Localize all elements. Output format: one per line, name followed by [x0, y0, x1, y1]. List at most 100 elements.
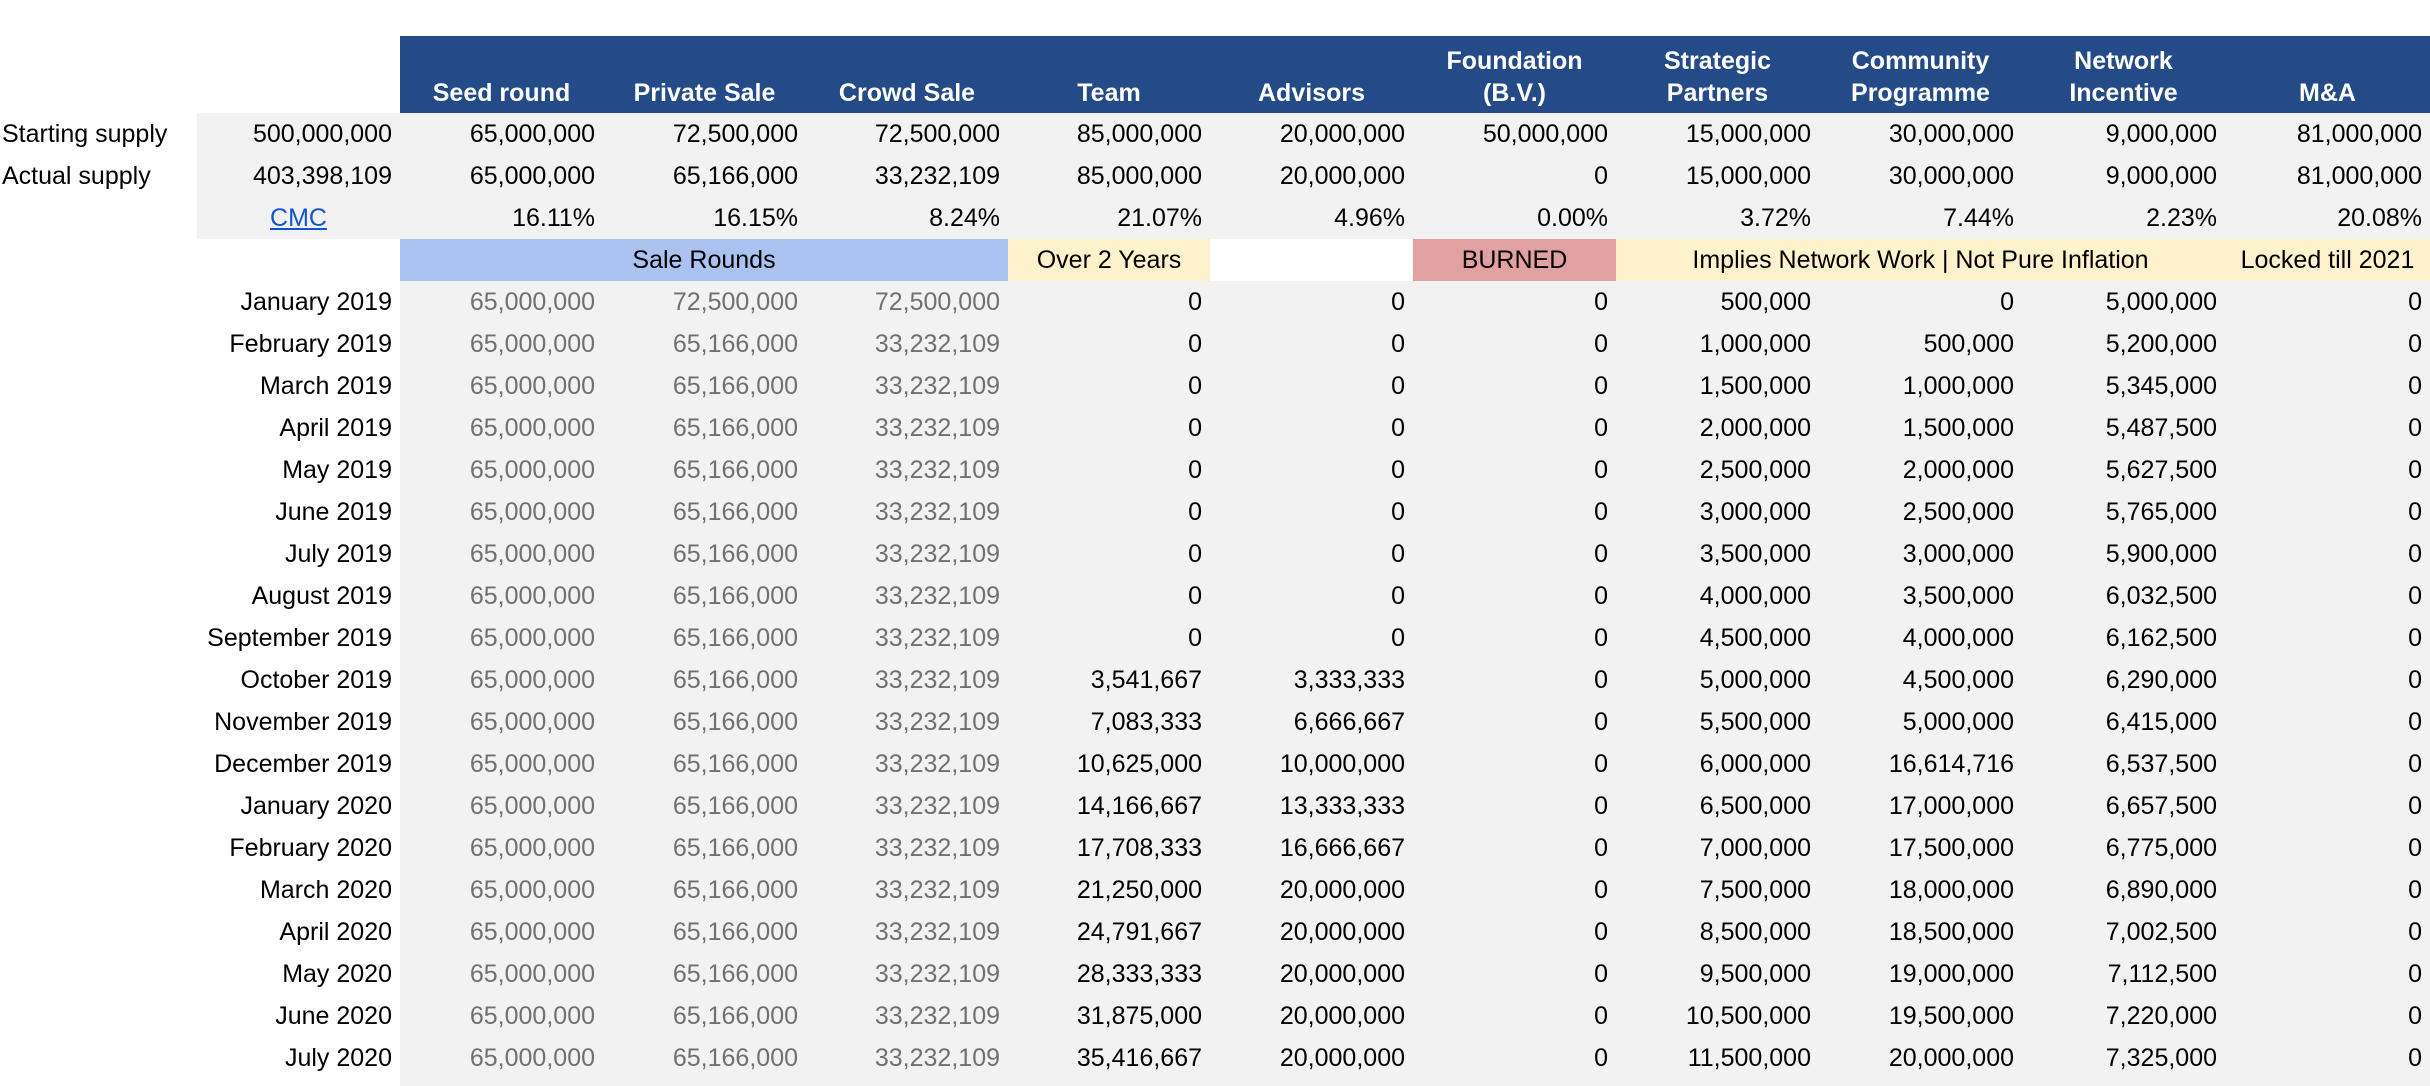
table-cell: 7,000,000 [1616, 827, 1819, 869]
table-cell: 0 [1819, 281, 2022, 323]
column-header: M&A [2225, 36, 2430, 113]
row-date: June 2019 [275, 497, 392, 526]
table-cell: 0 [1413, 365, 1616, 407]
table-cell: 5,900,000 [2022, 533, 2225, 575]
table-cell: 33,232,109 [806, 701, 1008, 743]
table-cell: 0 [1413, 1037, 1616, 1079]
table-cell: 0 [2225, 869, 2430, 911]
over-2-years-tag: Over 2 Years [1008, 239, 1210, 281]
table-cell: 65,000,000 [400, 323, 603, 365]
table-row: April 2020 65,000,000 65,166,000 33,232,109… [0, 911, 2430, 953]
table-cell: 65,000,000 [400, 575, 603, 617]
actual-supply-cell: 65,000,000 [400, 155, 603, 197]
row-date: July 2019 [284, 539, 392, 568]
table-cell: 2,500,000 [1819, 491, 2022, 533]
actual-supply-row: Actual supply 403,398,109 65,000,000 65,166… [0, 155, 2430, 197]
table-cell: 4,500,000 [1616, 617, 1819, 659]
table-cell: 14,166,667 [1008, 785, 1210, 827]
actual-supply-label: Actual supply [2, 161, 151, 190]
table-cell: 0 [2225, 827, 2430, 869]
table-row: March 2020 65,000,000 65,166,000 33,232,109… [0, 869, 2430, 911]
row-date: March 2020 [259, 875, 392, 904]
actual-supply-cell: 0 [1413, 155, 1616, 197]
percent-cell: 16.15% [603, 197, 806, 239]
actual-supply-cell: 85,000,000 [1008, 155, 1210, 197]
table-cell: 5,000,000 [1819, 701, 2022, 743]
table-cell: 33,232,109 [806, 1037, 1008, 1079]
table-cell: 72,500,000 [603, 281, 806, 323]
table-cell: 5,765,000 [2022, 491, 2225, 533]
table-cell: 65,000,000 [400, 449, 603, 491]
table-cell: 0 [1413, 785, 1616, 827]
table-cell: 6,537,500 [2022, 743, 2225, 785]
table-cell: 17,000,000 [1819, 785, 2022, 827]
table-cell: 0 [1413, 743, 1616, 785]
row-date: June 2020 [275, 1001, 392, 1030]
table-cell: 6,890,000 [2022, 869, 2225, 911]
table-cell: 0 [1413, 953, 1616, 995]
table-cell: 5,000,000 [2022, 281, 2225, 323]
actual-supply-cell: 81,000,000 [2225, 155, 2430, 197]
row-date: May 2019 [282, 455, 392, 484]
table-cell: 0 [1413, 575, 1616, 617]
table-row: July 2020 65,000,000 65,166,000 33,232,109 3… [0, 1037, 2430, 1079]
table-cell: 65,166,000 [603, 407, 806, 449]
table-cell: 4,000,000 [1616, 575, 1819, 617]
table-cell: 0 [2225, 323, 2430, 365]
table-cell: 0 [1413, 533, 1616, 575]
table-cell: 0 [1210, 575, 1413, 617]
table-cell: 31,875,000 [1008, 995, 1210, 1037]
table-cell: 500,000 [1819, 323, 2022, 365]
table-cell: 0 [2225, 365, 2430, 407]
table-cell: 500,000 [1616, 281, 1819, 323]
table-cell: 72,500,000 [806, 281, 1008, 323]
starting-supply-cell: 50,000,000 [1413, 113, 1616, 155]
partial-row-fill [400, 1079, 2430, 1086]
table-cell: 3,333,333 [1210, 659, 1413, 701]
table-cell: 20,000,000 [1210, 1037, 1413, 1079]
table-cell: 6,657,500 [2022, 785, 2225, 827]
actual-supply-cell: 30,000,000 [1819, 155, 2022, 197]
row-date: January 2019 [240, 287, 392, 316]
table-cell: 65,166,000 [603, 911, 806, 953]
table-cell: 9,500,000 [1616, 953, 1819, 995]
table-cell: 3,541,667 [1008, 659, 1210, 701]
table-cell: 0 [1413, 659, 1616, 701]
table-cell: 20,000,000 [1210, 911, 1413, 953]
table-cell: 1,000,000 [1819, 365, 2022, 407]
table-cell: 33,232,109 [806, 449, 1008, 491]
percent-cell: 4.96% [1210, 197, 1413, 239]
table-row: April 2019 65,000,000 65,166,000 33,232,109… [0, 407, 2430, 449]
starting-supply-cell: 72,500,000 [806, 113, 1008, 155]
starting-supply-cell: 20,000,000 [1210, 113, 1413, 155]
table-row: February 2020 65,000,000 65,166,000 33,232,… [0, 827, 2430, 869]
table-cell: 0 [1008, 449, 1210, 491]
percent-cell: 7.44% [1819, 197, 2022, 239]
table-cell: 33,232,109 [806, 407, 1008, 449]
table-row: July 2019 65,000,000 65,166,000 33,232,109 0… [0, 533, 2430, 575]
table-cell: 0 [1008, 575, 1210, 617]
percent-cell: 21.07% [1008, 197, 1210, 239]
table-row: June 2019 65,000,000 65,166,000 33,232,109 0… [0, 491, 2430, 533]
table-cell: 6,415,000 [2022, 701, 2225, 743]
table-cell: 0 [2225, 491, 2430, 533]
table-cell: 1,500,000 [1819, 407, 2022, 449]
starting-supply-cell: 72,500,000 [603, 113, 806, 155]
table-cell: 20,000,000 [1210, 869, 1413, 911]
percent-cell: 0.00% [1413, 197, 1616, 239]
table-cell: 7,220,000 [2022, 995, 2225, 1037]
actual-supply-cell: 403,398,109 [197, 155, 400, 197]
cmc-link[interactable]: CMC [270, 203, 327, 232]
table-cell: 1,000,000 [1616, 323, 1819, 365]
row-date: May 2020 [282, 959, 392, 988]
table-cell: 33,232,109 [806, 869, 1008, 911]
table-cell: 11,500,000 [1616, 1037, 1819, 1079]
table-cell: 5,000,000 [1616, 659, 1819, 701]
table-cell: 65,000,000 [400, 953, 603, 995]
percent-row: CMC 16.11% 16.15% 8.24% 21.07% 4.96% 0.00% 3.72… [0, 197, 2430, 239]
table-cell: 0 [1413, 827, 1616, 869]
table-cell: 6,775,000 [2022, 827, 2225, 869]
table-cell: 65,166,000 [603, 701, 806, 743]
table-cell: 3,500,000 [1819, 575, 2022, 617]
